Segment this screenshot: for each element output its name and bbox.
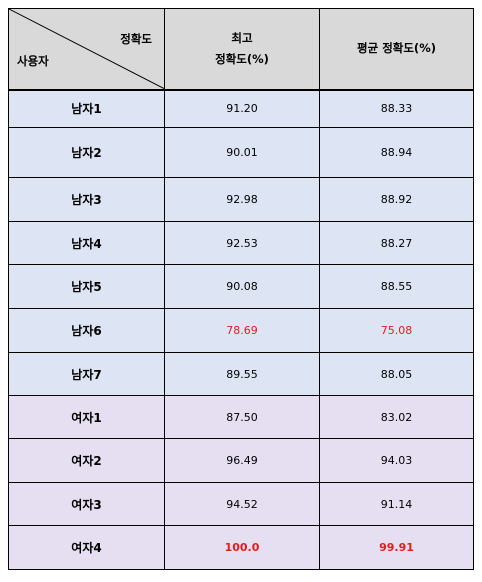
- table-row: 남자6 78.69 75.08: [8, 308, 474, 353]
- user-cell: 남자1: [8, 89, 165, 128]
- header-max-line2: 정확도(%): [215, 51, 269, 66]
- avg-accuracy-cell: 88.92: [319, 177, 474, 222]
- avg-accuracy-cell: 88.94: [319, 127, 474, 178]
- user-cell: 여자3: [8, 482, 165, 526]
- diagonal-line: [9, 9, 164, 89]
- avg-accuracy-cell: 88.55: [319, 264, 474, 309]
- table-header-row: 정확도 사용자 최고 정확도(%) 평균 정확도(%): [8, 8, 474, 91]
- max-accuracy-cell: 87.50: [164, 395, 320, 439]
- avg-accuracy-cell: 88.05: [319, 352, 474, 396]
- table-row: 여자4 100.0 99.91: [8, 525, 474, 570]
- diagonal-header-cell: 정확도 사용자: [8, 8, 165, 91]
- table-row: 남자4 92.53 88.27: [8, 221, 474, 265]
- header-user-label: 사용자: [17, 54, 49, 68]
- avg-accuracy-cell: 83.02: [319, 395, 474, 439]
- table-body: 남자1 91.20 88.33 남자2 90.01 88.94 남자3 92.98 88.92 남…: [8, 89, 474, 570]
- user-cell: 남자6: [8, 308, 165, 353]
- user-cell: 남자4: [8, 221, 165, 265]
- table-row: 여자3 94.52 91.14: [8, 482, 474, 526]
- max-accuracy-cell: 78.69: [164, 308, 320, 353]
- user-cell: 여자1: [8, 395, 165, 439]
- user-cell: 여자4: [8, 525, 165, 570]
- user-cell: 남자7: [8, 352, 165, 396]
- max-accuracy-cell: 91.20: [164, 89, 320, 128]
- avg-accuracy-cell: 88.33: [319, 89, 474, 128]
- user-cell: 남자3: [8, 177, 165, 222]
- avg-accuracy-cell: 88.27: [319, 221, 474, 265]
- header-max-line1: 최고: [231, 30, 253, 45]
- user-cell: 남자2: [8, 127, 165, 178]
- header-accuracy-label: 정확도: [120, 32, 152, 46]
- avg-accuracy-cell: 99.91: [319, 525, 474, 570]
- max-accuracy-cell: 90.01: [164, 127, 320, 178]
- user-cell: 여자2: [8, 438, 165, 483]
- table-row: 남자1 91.20 88.33: [8, 89, 474, 128]
- table-row: 남자7 89.55 88.05: [8, 352, 474, 396]
- table-row: 여자2 96.49 94.03: [8, 438, 474, 483]
- max-accuracy-cell: 96.49: [164, 438, 320, 483]
- avg-accuracy-cell: 94.03: [319, 438, 474, 483]
- user-cell: 남자5: [8, 264, 165, 309]
- table-row: 남자3 92.98 88.92: [8, 177, 474, 222]
- accuracy-table-container: 정확도 사용자 최고 정확도(%) 평균 정확도(%) 남자1 91.20 88.3…: [8, 8, 474, 570]
- table-row: 여자1 87.50 83.02: [8, 395, 474, 439]
- max-accuracy-cell: 92.98: [164, 177, 320, 222]
- max-accuracy-cell: 100.0: [164, 525, 320, 570]
- max-accuracy-cell: 94.52: [164, 482, 320, 526]
- max-accuracy-cell: 90.08: [164, 264, 320, 309]
- accuracy-table: 정확도 사용자 최고 정확도(%) 평균 정확도(%) 남자1 91.20 88.3…: [8, 8, 474, 570]
- table-row: 남자5 90.08 88.55: [8, 264, 474, 309]
- header-max-accuracy: 최고 정확도(%): [164, 8, 320, 91]
- max-accuracy-cell: 89.55: [164, 352, 320, 396]
- max-accuracy-cell: 92.53: [164, 221, 320, 265]
- avg-accuracy-cell: 75.08: [319, 308, 474, 353]
- table-row: 남자2 90.01 88.94: [8, 127, 474, 178]
- avg-accuracy-cell: 91.14: [319, 482, 474, 526]
- header-avg-accuracy: 평균 정확도(%): [319, 8, 474, 91]
